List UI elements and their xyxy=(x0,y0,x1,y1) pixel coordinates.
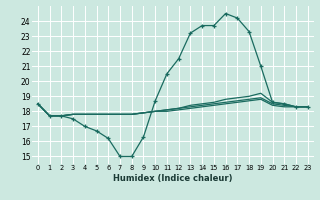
X-axis label: Humidex (Indice chaleur): Humidex (Indice chaleur) xyxy=(113,174,233,183)
